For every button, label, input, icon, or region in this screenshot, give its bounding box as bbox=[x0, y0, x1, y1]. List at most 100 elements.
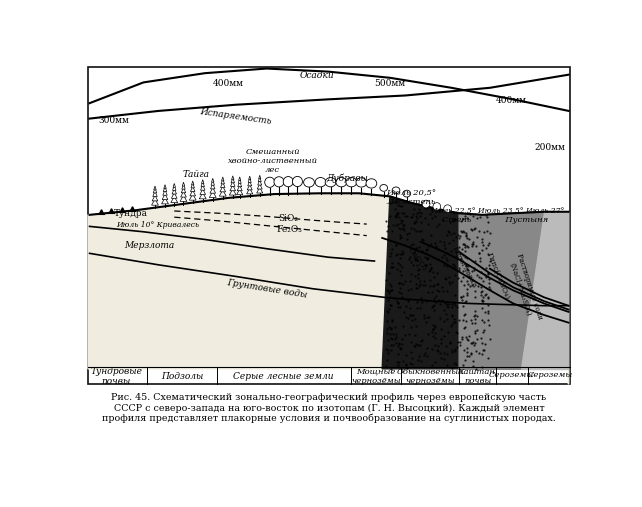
Polygon shape bbox=[153, 188, 157, 193]
Text: Серые лесные земли: Серые лесные земли bbox=[233, 372, 334, 381]
Text: 400мм: 400мм bbox=[213, 80, 244, 88]
Text: Тайга: Тайга bbox=[182, 170, 209, 179]
Text: Подзолы: Подзолы bbox=[160, 372, 203, 381]
Ellipse shape bbox=[265, 177, 275, 188]
Polygon shape bbox=[257, 188, 263, 193]
Polygon shape bbox=[257, 184, 262, 189]
Polygon shape bbox=[382, 196, 569, 369]
Polygon shape bbox=[182, 182, 185, 186]
Text: CaCO₃: CaCO₃ bbox=[406, 246, 428, 273]
Ellipse shape bbox=[380, 185, 388, 191]
Polygon shape bbox=[163, 190, 168, 195]
Ellipse shape bbox=[356, 178, 367, 187]
Polygon shape bbox=[200, 185, 205, 190]
Text: Обыкновенные
чернозёмы: Обыкновенные чернозёмы bbox=[396, 368, 464, 385]
Ellipse shape bbox=[274, 177, 284, 187]
Polygon shape bbox=[171, 197, 178, 203]
Polygon shape bbox=[199, 193, 206, 199]
Circle shape bbox=[422, 200, 430, 208]
Text: Июль 20,5°
Лесостепь: Июль 20,5° Лесостепь bbox=[386, 189, 437, 206]
Text: Июль 10° Кривалесь: Июль 10° Кривалесь bbox=[116, 221, 200, 229]
Polygon shape bbox=[248, 181, 252, 186]
Bar bbox=[88, 390, 570, 451]
Text: Гипс(CaSO₄): Гипс(CaSO₄) bbox=[485, 251, 511, 301]
Polygon shape bbox=[201, 182, 205, 187]
Polygon shape bbox=[173, 186, 176, 190]
Polygon shape bbox=[521, 212, 569, 369]
Text: Смешанный
хвойно-лиственный
лес: Смешанный хвойно-лиственный лес bbox=[228, 148, 318, 174]
Polygon shape bbox=[173, 184, 175, 187]
Text: 500мм: 500мм bbox=[374, 80, 405, 88]
Text: Грунтовые воды: Грунтовые воды bbox=[226, 278, 308, 300]
Polygon shape bbox=[211, 184, 215, 189]
Ellipse shape bbox=[336, 177, 347, 187]
Text: Степь             Пустыня: Степь Пустыня bbox=[442, 216, 548, 224]
Polygon shape bbox=[152, 199, 159, 205]
Polygon shape bbox=[247, 188, 253, 194]
Text: Июль 22,5° Июль 23,5° Июль 27°: Июль 22,5° Июль 23,5° Июль 27° bbox=[431, 207, 565, 215]
Text: Сероземы: Сероземы bbox=[489, 371, 534, 379]
Polygon shape bbox=[230, 185, 236, 191]
Polygon shape bbox=[220, 190, 226, 196]
Polygon shape bbox=[247, 185, 252, 190]
Polygon shape bbox=[220, 183, 225, 188]
Polygon shape bbox=[209, 192, 216, 198]
Ellipse shape bbox=[346, 177, 357, 187]
Polygon shape bbox=[189, 194, 196, 200]
Ellipse shape bbox=[304, 178, 315, 187]
Polygon shape bbox=[248, 176, 251, 179]
Text: Тундра: Тундра bbox=[114, 209, 148, 218]
Polygon shape bbox=[221, 177, 224, 181]
Polygon shape bbox=[248, 178, 251, 183]
Polygon shape bbox=[171, 193, 177, 198]
Polygon shape bbox=[191, 183, 195, 188]
Polygon shape bbox=[164, 185, 166, 189]
Text: Мерзлота: Мерзлота bbox=[124, 241, 175, 250]
Polygon shape bbox=[230, 182, 235, 187]
Text: Fe₂O₃: Fe₂O₃ bbox=[277, 225, 302, 234]
Polygon shape bbox=[220, 186, 225, 192]
Ellipse shape bbox=[403, 190, 411, 197]
Text: Белоглазка: Белоглазка bbox=[449, 245, 478, 289]
Polygon shape bbox=[182, 185, 186, 189]
Ellipse shape bbox=[366, 179, 377, 188]
Polygon shape bbox=[200, 189, 205, 195]
Polygon shape bbox=[181, 188, 186, 193]
Polygon shape bbox=[153, 191, 157, 197]
Polygon shape bbox=[190, 190, 196, 196]
Polygon shape bbox=[459, 212, 569, 369]
Circle shape bbox=[433, 203, 440, 210]
Text: Мощные
чернозёмы: Мощные чернозёмы bbox=[351, 368, 401, 385]
Text: 200мм: 200мм bbox=[535, 142, 566, 152]
Polygon shape bbox=[152, 195, 158, 201]
Polygon shape bbox=[237, 189, 243, 195]
Text: 300мм: 300мм bbox=[99, 117, 130, 125]
Ellipse shape bbox=[325, 177, 336, 187]
Polygon shape bbox=[238, 182, 241, 187]
Text: 400мм: 400мм bbox=[496, 96, 527, 105]
Ellipse shape bbox=[283, 176, 293, 187]
Text: Тундровые
почвы: Тундровые почвы bbox=[91, 367, 143, 386]
Polygon shape bbox=[202, 179, 204, 184]
Polygon shape bbox=[259, 175, 261, 179]
Ellipse shape bbox=[293, 176, 302, 187]
Polygon shape bbox=[163, 187, 167, 192]
Polygon shape bbox=[237, 186, 242, 191]
Polygon shape bbox=[238, 179, 241, 184]
Polygon shape bbox=[154, 186, 156, 190]
Polygon shape bbox=[180, 195, 187, 201]
Polygon shape bbox=[191, 181, 194, 185]
Polygon shape bbox=[210, 188, 216, 193]
Polygon shape bbox=[257, 180, 262, 185]
Text: SiO₂: SiO₂ bbox=[278, 214, 299, 223]
Bar bbox=[88, 67, 570, 384]
Polygon shape bbox=[211, 180, 214, 185]
Polygon shape bbox=[88, 193, 569, 384]
Text: Осадки: Осадки bbox=[299, 71, 334, 80]
Polygon shape bbox=[258, 177, 261, 182]
Polygon shape bbox=[229, 189, 236, 195]
Polygon shape bbox=[221, 179, 225, 184]
Text: Рис. 45. Схематический зонально-географический профиль через европейскую часть: Рис. 45. Схематический зонально-географи… bbox=[112, 393, 546, 403]
Polygon shape bbox=[231, 178, 234, 183]
Text: Растворимые соли
(NaCl+Na₂SO₄): Растворимые соли (NaCl+Na₂SO₄) bbox=[506, 252, 543, 323]
